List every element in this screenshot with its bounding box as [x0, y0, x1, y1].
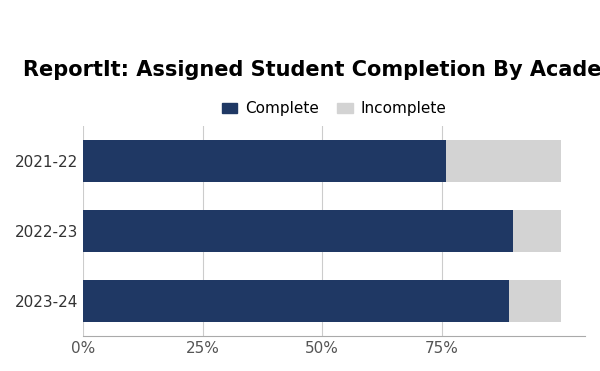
- Bar: [446, 139, 561, 182]
- Bar: [514, 210, 561, 252]
- Bar: [83, 280, 509, 322]
- Bar: [83, 139, 446, 182]
- Text: ReportIt: Assigned Student Completion By Academic Year: ReportIt: Assigned Student Completion By…: [23, 59, 600, 79]
- Legend: Complete, Incomplete: Complete, Incomplete: [216, 95, 452, 122]
- Bar: [509, 280, 561, 322]
- Bar: [83, 210, 514, 252]
